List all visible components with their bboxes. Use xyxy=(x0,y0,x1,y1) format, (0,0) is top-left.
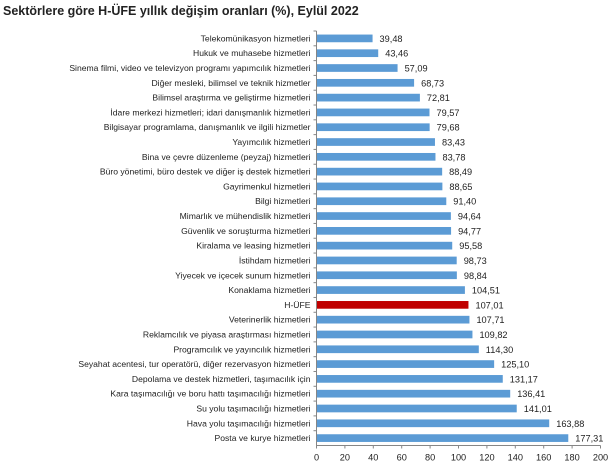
value-label: 98,73 xyxy=(464,256,487,266)
bar xyxy=(316,256,457,265)
chart-title: Sektörlere göre H-ÜFE yıllık değişim ora… xyxy=(3,4,359,18)
bar xyxy=(316,271,457,280)
bar xyxy=(316,286,465,294)
value-label: 109,82 xyxy=(479,330,507,340)
category-label: Seyahat acentesi, tur operatörü, diğer r… xyxy=(78,359,310,369)
bar xyxy=(316,152,436,161)
bar xyxy=(316,108,430,117)
category-label: Gayrimenkul hizmetleri xyxy=(223,181,310,191)
category-label: Kiralama ve leasing hizmetleri xyxy=(196,241,310,251)
x-tick-label: 80 xyxy=(425,453,435,463)
bar xyxy=(316,404,517,413)
value-label: 125,10 xyxy=(501,360,529,370)
value-label: 94,64 xyxy=(458,212,481,222)
value-label: 114,30 xyxy=(486,345,513,355)
value-label: 83,78 xyxy=(442,152,465,162)
x-tick-label: 0 xyxy=(314,453,319,463)
value-label: 98,84 xyxy=(464,271,487,281)
value-label: 177,31 xyxy=(575,434,603,444)
bar xyxy=(316,226,452,235)
value-label: 107,01 xyxy=(475,300,503,310)
category-label: Bilimsel araştırma ve geliştirme hizmetl… xyxy=(152,93,310,103)
bar xyxy=(316,167,443,176)
x-tick-label: 100 xyxy=(451,453,466,463)
category-label: Kara taşımacılığı ve boru hattı taşımacı… xyxy=(110,389,310,399)
x-tick-label: 20 xyxy=(340,453,350,463)
bar xyxy=(316,330,473,339)
category-label: Veterinerlik hizmetleri xyxy=(229,315,311,325)
bar xyxy=(316,419,550,428)
category-label: H-ÜFE xyxy=(284,300,311,310)
category-label: İdare merkezi hizmetleri; idari danışman… xyxy=(110,107,310,117)
category-label: Bina ve çevre düzenleme (peyzaj) hizmetl… xyxy=(142,152,311,162)
bar xyxy=(316,345,479,354)
bar xyxy=(316,315,470,324)
value-label: 163,88 xyxy=(556,419,584,429)
value-label: 107,71 xyxy=(476,315,504,325)
value-label: 91,40 xyxy=(453,197,476,207)
category-label: Konaklama hizmetleri xyxy=(228,285,310,295)
value-label: 83,43 xyxy=(442,138,465,148)
category-label: Bilgisayar programlama, danışmanlık ve i… xyxy=(104,122,311,132)
value-label: 57,09 xyxy=(405,64,428,74)
value-label: 68,73 xyxy=(421,78,444,88)
category-label: Yayımcılık hizmetleri xyxy=(232,137,310,147)
category-label: Hava yolu taşımacılığı hizmetleri xyxy=(187,418,311,428)
bar xyxy=(316,182,443,191)
bar xyxy=(316,212,451,220)
category-label: Posta ve kurye hizmetleri xyxy=(215,433,311,443)
category-label: Sinema filmi, video ve televizyon progra… xyxy=(69,63,310,73)
category-label: Güvenlik ve soruşturma hizmetleri xyxy=(181,226,311,236)
bar xyxy=(316,197,447,206)
bar xyxy=(316,375,503,383)
bar xyxy=(316,78,415,87)
x-tick-label: 120 xyxy=(479,453,494,463)
category-label: Telekomünikasyon hizmetleri xyxy=(201,33,311,43)
value-label: 43,46 xyxy=(385,49,408,59)
category-label: Büro yönetimi, büro destek ve diğer iş d… xyxy=(100,167,311,177)
bar xyxy=(316,123,430,132)
bar-highlight xyxy=(316,301,469,309)
bar xyxy=(316,241,453,250)
category-label: Hukuk ve muhasebe hizmetleri xyxy=(193,48,311,58)
value-label: 79,68 xyxy=(437,123,460,133)
category-label: Yiyecek ve içecek sunum hizmetleri xyxy=(175,270,310,280)
bar xyxy=(316,64,398,72)
value-label: 72,81 xyxy=(427,93,450,103)
bars-layer: Telekomünikasyon hizmetleri 39,48 Hukuk ve… xyxy=(69,33,603,443)
x-tick-label: 140 xyxy=(508,453,523,463)
bar xyxy=(316,93,420,102)
value-label: 104,51 xyxy=(472,286,500,296)
bar xyxy=(316,360,495,368)
x-tick-label: 40 xyxy=(368,453,378,463)
value-label: 131,17 xyxy=(510,374,538,384)
bar xyxy=(316,138,435,146)
value-label: 95,58 xyxy=(459,241,482,251)
bar xyxy=(316,434,569,442)
category-label: Su yolu taşımacılığı hizmetleri xyxy=(196,403,310,413)
axis-layer: 0 20 40 60 80 100 120 140 160 180 200 xyxy=(313,30,608,463)
value-label: 88,49 xyxy=(449,167,472,177)
value-label: 141,01 xyxy=(524,404,552,414)
x-tick-label: 60 xyxy=(397,453,407,463)
category-label: Diğer mesleki, bilimsel ve teknik hizmet… xyxy=(151,78,310,88)
bar xyxy=(316,389,511,398)
bar xyxy=(316,49,379,58)
value-label: 136,41 xyxy=(517,389,545,399)
category-label: Depolama ve destek hizmetleri, taşımacıl… xyxy=(132,374,311,384)
x-tick-label: 200 xyxy=(593,453,608,463)
value-label: 79,57 xyxy=(436,108,459,118)
value-label: 94,77 xyxy=(458,226,481,236)
category-label: Bilgi hizmetleri xyxy=(255,196,310,206)
bar xyxy=(316,34,373,43)
category-label: Programcılık ve yayıncılık hizmetleri xyxy=(173,344,310,354)
value-label: 88,65 xyxy=(449,182,472,192)
category-label: Mimarlık ve mühendislik hizmetleri xyxy=(180,211,311,221)
value-label: 39,48 xyxy=(380,34,403,44)
category-label: Reklamcılık ve piyasa araştırması hizmet… xyxy=(143,329,311,339)
x-tick-label: 180 xyxy=(564,453,579,463)
category-label: İstihdam hizmetleri xyxy=(239,255,311,265)
x-tick-label: 160 xyxy=(536,453,551,463)
